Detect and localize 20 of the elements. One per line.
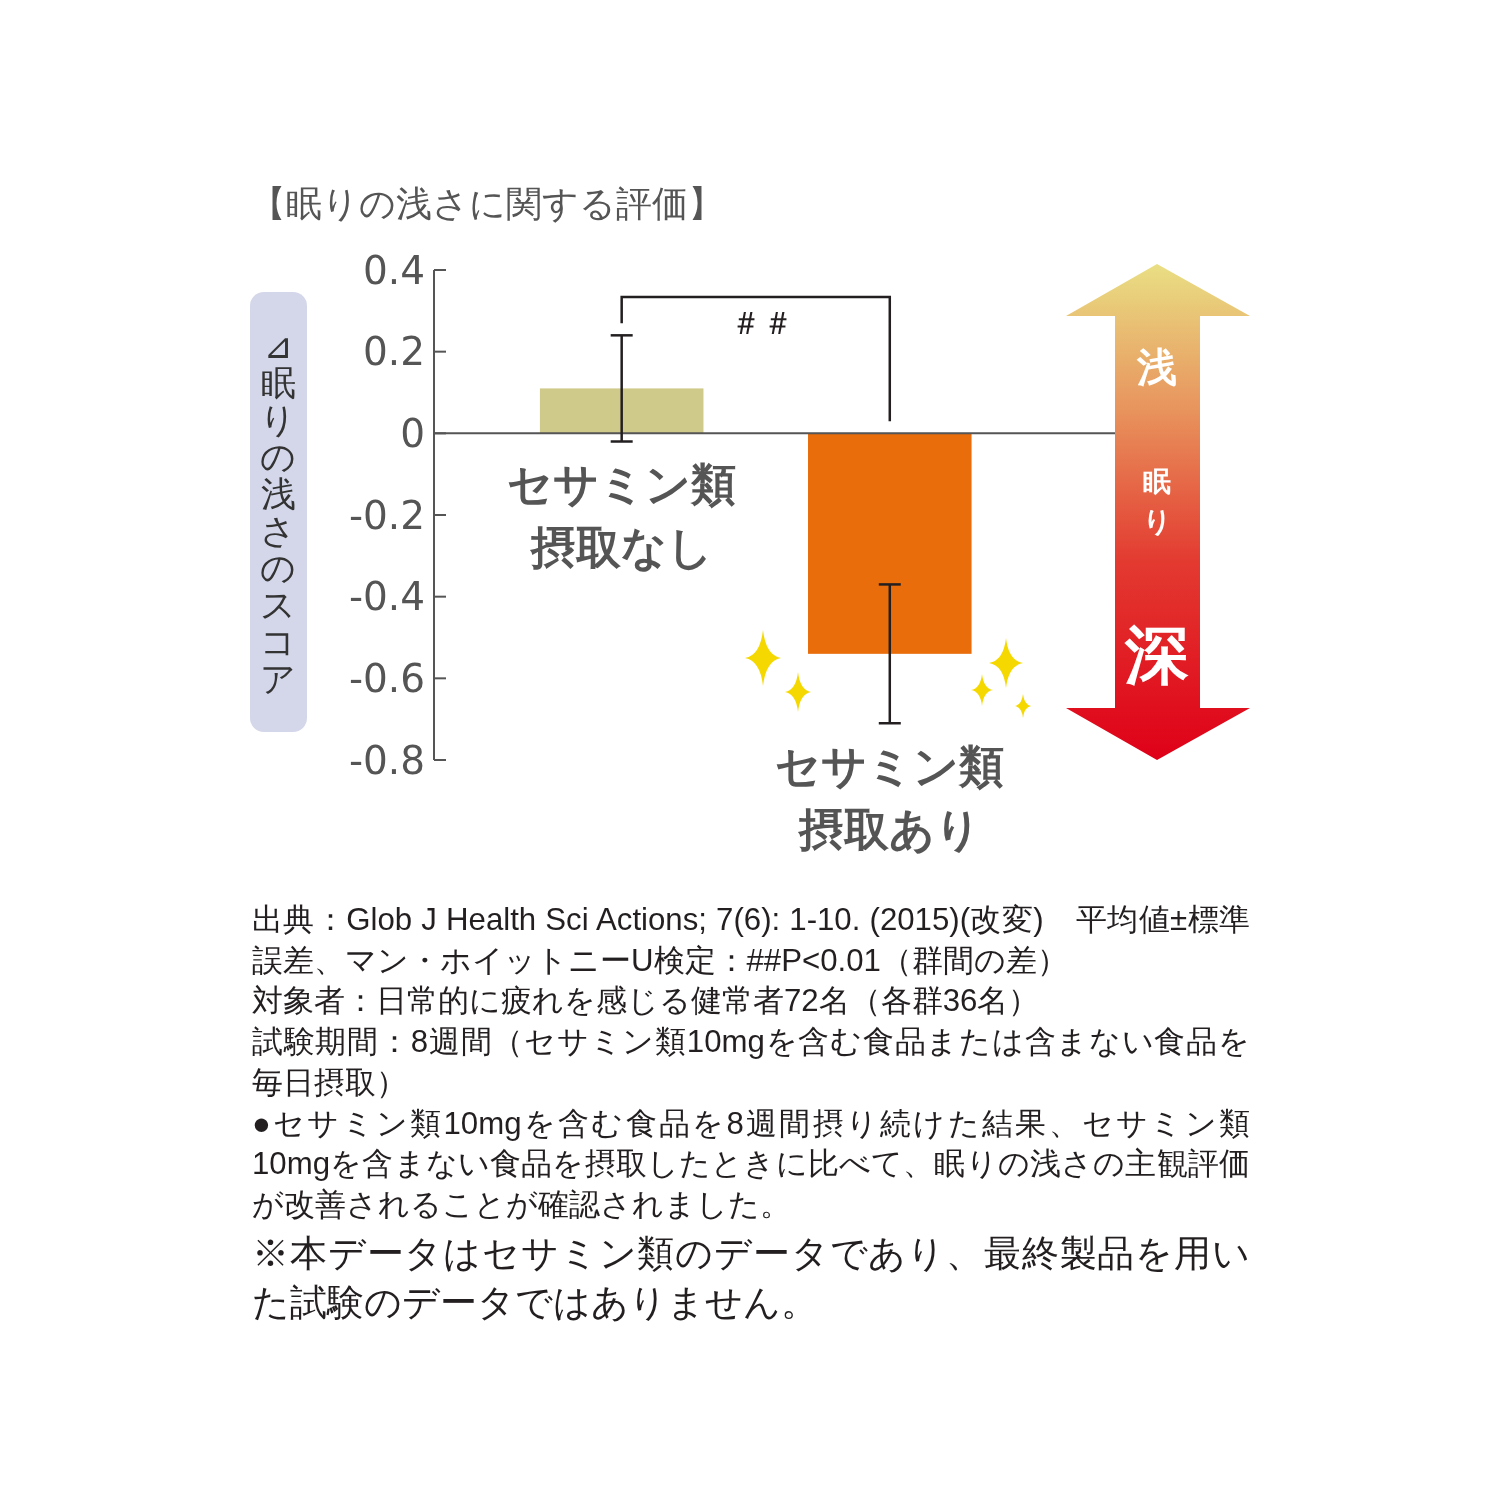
- y-tick-label: -0.8: [348, 737, 425, 783]
- x-tick-label: セサミン類摂取あり: [775, 739, 1005, 856]
- text: 対象者：日常的に疲れを感じる健常者72名（各群36名）: [252, 982, 1041, 1021]
- text: ●セサミン類10mgを含む食品を8週間摂り続けた結果、セサミン類10mgを含まない食品を摂取したときに比べて、眠りの浅さの主観評価が改善されることが確認されました。: [252, 1104, 1250, 1224]
- annotation: ＃＃: [729, 304, 794, 342]
- y-tick-label: -0.6: [348, 655, 425, 701]
- y-tick-label: -0.4: [348, 574, 425, 620]
- text: ※本データはセサミン類のデータであり、最終製品を用いた試験のデータではありません。: [252, 1231, 1250, 1325]
- chart-title: 【眠りの浅さに関する評価】: [250, 182, 724, 224]
- text: 眠り: [1142, 464, 1172, 538]
- text: 浅: [1136, 344, 1177, 390]
- text: 深: [1124, 618, 1189, 692]
- y-tick-label: -0.2: [348, 492, 425, 538]
- y-tick-label: 0.2: [362, 329, 425, 375]
- text: ⊿眠りの浅さのスコア: [260, 325, 296, 699]
- x-tick-label: セサミン類摂取なし: [507, 458, 737, 574]
- source-note: 出典：Glob J Health Sci Actions; 7(6): 1-10. (2015)(改変) 平均値±標準誤差、マン・ホイットニーU検定：##P<0.01（群間の差）: [252, 901, 1250, 980]
- y-tick-label: 0.4: [362, 247, 425, 293]
- y-tick-label: 0: [400, 410, 425, 456]
- text: 試験期間：8週間（セサミン類10mgを含む食品または含まない食品を毎日摂取）: [252, 1023, 1250, 1102]
